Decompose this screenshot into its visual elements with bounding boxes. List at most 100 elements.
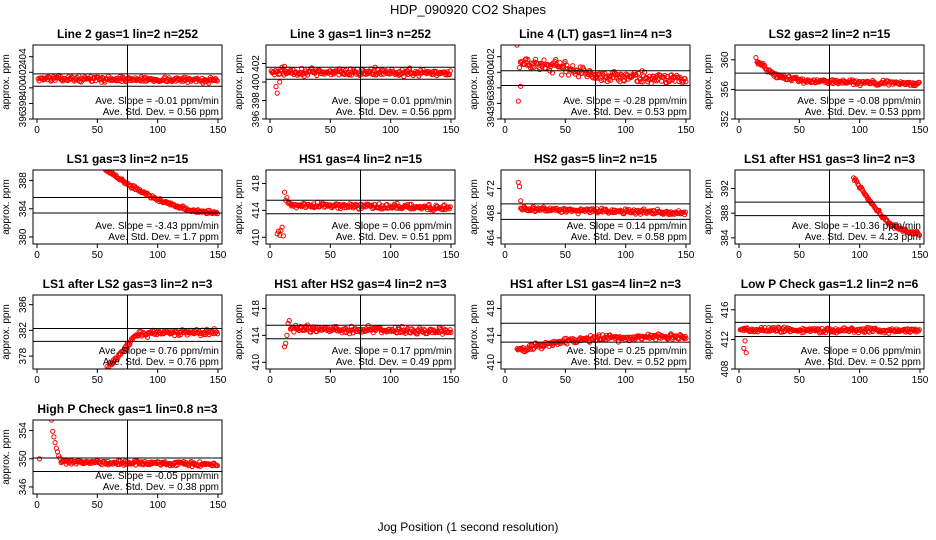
- slope-annotation-part: -0.28: [623, 96, 646, 107]
- data-point: [283, 340, 289, 346]
- panel-title: LS1 gas=3 lin=2 n=15: [67, 152, 189, 166]
- panel-4: LS2 gas=2 lin=2 n=15 approx. ppm 352 356 360…: [703, 27, 929, 136]
- std-annotation-part: ppm: [200, 107, 219, 118]
- x-tick-label: 0: [267, 125, 273, 136]
- x-tick-label: 0: [34, 500, 40, 511]
- slope-annotation-part: Ave. Slope =: [792, 221, 852, 232]
- slope-annotation-part: 0.14: [626, 221, 646, 232]
- x-tick-label: 100: [149, 500, 166, 511]
- y-tick-label: 400: [251, 73, 262, 90]
- x-tick-label: 100: [149, 250, 166, 261]
- std-annotation-part: ppm: [433, 107, 452, 118]
- x-tick-label: 150: [210, 125, 227, 136]
- panel-12: Low P Check gas=1.2 lin=2 n=6 approx. ppm…: [703, 277, 929, 386]
- slope-annotation-part: -10.36: [851, 221, 880, 232]
- x-tick-label: 150: [912, 250, 929, 261]
- data-series: [737, 324, 922, 356]
- y-axis-label: approx. ppm: [1, 179, 12, 235]
- slope-annotation-part: 0.01: [391, 96, 411, 107]
- plot-frame: [734, 294, 925, 370]
- std-annotation-part: ppm: [668, 107, 687, 118]
- std-annotation-part: Ave. Std. Dev. =: [805, 357, 879, 368]
- data-point: [515, 98, 521, 104]
- slope-annotation: Ave. Slope = 0.06 ppm/min: [332, 221, 452, 232]
- y-tick-label: 350: [18, 450, 29, 467]
- slope-annotation-part: ppm/min: [883, 346, 921, 357]
- x-tick-label: 100: [851, 375, 868, 386]
- data-point: [48, 420, 55, 423]
- data-point: [640, 79, 646, 85]
- x-tick-label: 50: [325, 375, 337, 386]
- plot-frame: [500, 294, 691, 370]
- data-point: [528, 342, 535, 348]
- slope-annotation-part: Ave. Slope =: [332, 346, 392, 357]
- data-point: [123, 346, 130, 352]
- panel-13: High P Check gas=1 lin=0.8 n=3 approx. pp…: [1, 402, 227, 511]
- y-tick-label: 398: [486, 79, 497, 96]
- data-point: [277, 232, 283, 238]
- data-point: [284, 332, 290, 338]
- data-point: [214, 78, 220, 84]
- data-point: [447, 327, 453, 333]
- data-point: [284, 195, 290, 201]
- y-axis-label: approx. ppm: [234, 304, 245, 360]
- data-point: [537, 66, 543, 73]
- data-point: [447, 204, 453, 210]
- x-tick-label: 50: [92, 250, 104, 261]
- std-annotation-part: Ave. Std. Dev. =: [108, 232, 182, 243]
- x-tick-label: 100: [149, 375, 166, 386]
- slope-annotation: Ave. Slope = 0.14 ppm/min: [567, 221, 687, 232]
- data-point: [105, 367, 111, 369]
- slope-annotation: Ave. Slope = -3.43 ppm/min: [95, 221, 219, 232]
- figure-title: HDP_090920 CO2 Shapes: [390, 2, 547, 17]
- data-series: [514, 331, 689, 355]
- x-tick-label: 100: [617, 375, 634, 386]
- x-tick-label: 150: [443, 250, 460, 261]
- y-tick-label: 400: [486, 63, 497, 80]
- data-point: [742, 338, 748, 344]
- data-point: [280, 233, 286, 239]
- slope-annotation-part: Ave. Slope =: [95, 96, 155, 107]
- x-tick-label: 0: [736, 250, 742, 261]
- x-tick-label: 50: [794, 125, 806, 136]
- data-point: [916, 327, 922, 333]
- panel-title: High P Check gas=1 lin=0.8 n=3: [37, 402, 218, 416]
- y-axis-label: approx. ppm: [1, 429, 12, 485]
- y-tick-label: 352: [720, 110, 731, 127]
- data-point: [530, 346, 536, 352]
- slope-annotation-part: ppm/min: [649, 96, 687, 107]
- data-point: [274, 90, 280, 96]
- data-point: [576, 74, 582, 80]
- std-annotation: Ave. Std. Dev. = 0.76 ppm: [103, 357, 219, 368]
- panel-1: Line 2 gas=1 lin=2 n=252 approx. ppm 39639…: [1, 27, 227, 136]
- data-point: [273, 84, 279, 90]
- data-point: [682, 209, 689, 215]
- slope-annotation-part: -3.43: [155, 221, 178, 232]
- x-tick-label: 50: [560, 125, 572, 136]
- std-annotation-part: 0.51: [410, 232, 430, 243]
- x-tick-label: 100: [617, 125, 634, 136]
- data-point: [638, 211, 644, 217]
- data-point: [347, 331, 353, 337]
- data-series: [35, 72, 220, 86]
- plot-frame: [265, 294, 456, 370]
- x-tick-label: 150: [912, 125, 929, 136]
- panel-title: LS2 gas=2 lin=2 n=15: [769, 27, 891, 41]
- std-annotation-part: 4.23: [879, 232, 899, 243]
- data-point: [299, 65, 305, 72]
- x-tick-label: 0: [502, 375, 508, 386]
- std-annotation: Ave. Std. Dev. = 0.38 ppm: [103, 482, 219, 493]
- x-tick-label: 100: [617, 250, 634, 261]
- y-tick-label: 346: [18, 478, 29, 495]
- std-annotation-part: Ave. Std. Dev. =: [336, 357, 410, 368]
- y-tick-label: 416: [720, 301, 731, 318]
- x-tick-label: 100: [382, 125, 399, 136]
- x-tick-label: 50: [92, 375, 104, 386]
- x-tick-label: 0: [34, 375, 40, 386]
- slope-annotation: Ave. Slope = -0.28 ppm/min: [563, 96, 687, 107]
- data-point: [682, 212, 688, 218]
- y-tick-label: 384: [18, 200, 29, 217]
- x-tick-label: 150: [210, 375, 227, 386]
- y-tick-label: 412: [720, 331, 731, 348]
- x-tick-label: 150: [210, 500, 227, 511]
